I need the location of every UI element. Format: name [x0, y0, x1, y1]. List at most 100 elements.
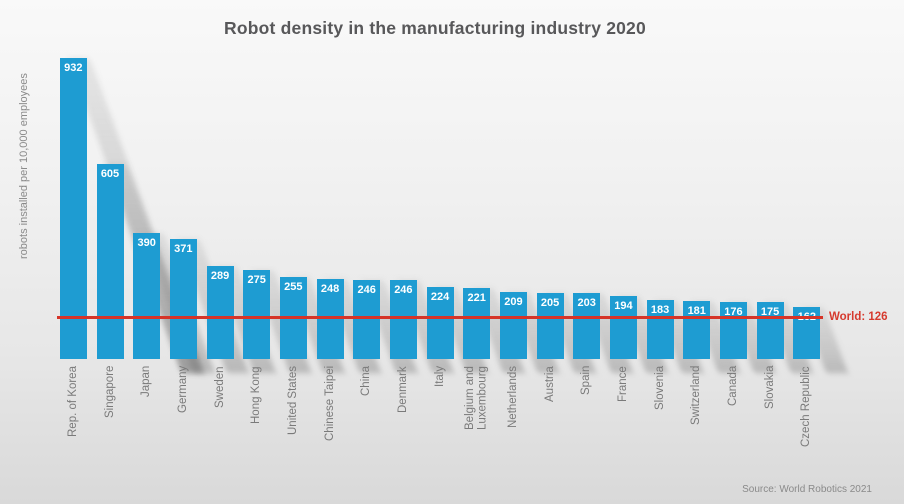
bar: 203: [573, 293, 601, 359]
bar: 246: [389, 280, 417, 359]
category-label: China: [360, 366, 373, 397]
bar-column: 181: [678, 58, 740, 373]
bar-column: 162: [788, 58, 848, 373]
category-slot: China: [348, 366, 385, 484]
category-label: Spain: [580, 366, 593, 396]
category-slot: Switzerland: [678, 366, 715, 484]
category-slot: Austria: [532, 366, 569, 484]
category-slot: Singapore: [92, 366, 129, 484]
bar-column: 224: [422, 58, 489, 373]
bar-value-label: 390: [137, 237, 156, 249]
category-slot: Canada: [715, 366, 752, 484]
category-slot: Hong Kong: [238, 366, 275, 484]
bar: 932: [59, 58, 87, 359]
category-slot: France: [605, 366, 642, 484]
category-slot: Spain: [568, 366, 605, 484]
category-slot: Germany: [165, 366, 202, 484]
category-label: Slovenia: [653, 366, 666, 411]
bar-value-label: 371: [174, 243, 193, 255]
bar-column: 205: [532, 58, 597, 373]
bar-column: 194: [605, 58, 669, 373]
source-credit: Source: World Robotics 2021: [742, 484, 872, 495]
bar: 275: [243, 270, 271, 359]
category-label: Italy: [433, 366, 446, 388]
bar-value-label: 255: [284, 281, 303, 293]
bar-column: 605: [92, 58, 204, 373]
bar: 209: [499, 292, 527, 359]
category-slot: Rep. of Korea: [55, 366, 92, 484]
category-slot: Slovakia: [752, 366, 789, 484]
bar-value-label: 205: [540, 297, 560, 309]
bar-value-label: 224: [430, 291, 450, 303]
category-slot: Slovenia: [642, 366, 679, 484]
category-label: Austria: [543, 366, 556, 402]
bar: 205: [536, 293, 564, 359]
category-label: Rep. of Korea: [67, 366, 80, 437]
category-label: Slovakia: [763, 366, 776, 410]
category-axis: Rep. of Korea Singapore Japan Germany Sweden…: [55, 366, 825, 484]
bar-value-label: 175: [760, 306, 780, 318]
bar-value-label: 289: [210, 270, 230, 282]
bar: 175: [756, 302, 784, 359]
bar-value-label: 932: [64, 62, 83, 74]
bar-column: 209: [495, 58, 560, 373]
bar: 246: [353, 280, 381, 359]
bar-column: 203: [568, 58, 633, 373]
bar-value-label: 246: [357, 284, 376, 296]
category-label: Czech Republic: [800, 366, 813, 447]
bar-value-label: 194: [614, 300, 633, 312]
bar-column: 175: [752, 58, 813, 373]
world-average-line: [57, 316, 823, 319]
category-label: Sweden: [213, 366, 226, 408]
bar-column: 246: [385, 58, 455, 373]
category-slot: Belgium and Luxembourg: [458, 366, 495, 484]
bar: 371: [169, 239, 197, 359]
category-label: Netherlands: [507, 366, 520, 429]
bar: 194: [609, 296, 637, 359]
bar-value-label: 183: [650, 304, 670, 316]
bar-value-label: 181: [687, 305, 706, 317]
bar: 248: [316, 279, 344, 359]
y-axis-label: robots installed per 10,000 employees: [18, 73, 30, 259]
bar-value-label: 176: [724, 306, 743, 318]
category-label: Denmark: [397, 366, 410, 413]
bar: 390: [133, 233, 161, 359]
category-label: Germany: [177, 366, 190, 414]
category-slot: Chinese Taipei: [312, 366, 349, 484]
bar: 183: [646, 300, 674, 359]
bar-value-label: 221: [467, 292, 486, 304]
bar-column: 221: [458, 58, 525, 373]
bar-column: 248: [312, 58, 382, 373]
category-slot: Denmark: [385, 366, 422, 484]
chart-title: Robot density in the manufacturing indus…: [224, 18, 646, 38]
category-slot: Sweden: [202, 366, 239, 484]
bar: 289: [206, 266, 234, 359]
bar-column: 176: [715, 58, 777, 373]
bar: 181: [683, 301, 711, 359]
bar-value-label: 248: [320, 283, 340, 295]
bar-column: 275: [238, 58, 312, 373]
bar-column: 289: [202, 58, 276, 373]
bar: 176: [719, 302, 747, 359]
bar-value-label: 605: [100, 168, 120, 180]
world-average-label: World: 126: [829, 311, 888, 323]
bar-value-label: 209: [504, 296, 523, 308]
bar-column: 255: [275, 58, 346, 373]
bar-value-label: 275: [247, 274, 266, 286]
category-label: Canada: [727, 366, 740, 407]
bar: 224: [426, 287, 454, 359]
category-slot: Japan: [128, 366, 165, 484]
category-slot: Italy: [422, 366, 459, 484]
bar: 162: [793, 307, 821, 359]
category-label: Hong Kong: [250, 366, 263, 424]
category-slot: Netherlands: [495, 366, 532, 484]
category-label: France: [617, 366, 630, 402]
bar: 605: [96, 164, 124, 359]
bar-column: 390: [128, 58, 215, 373]
category-label: United States: [287, 366, 300, 436]
category-slot: Czech Republic: [788, 366, 825, 484]
bar: 221: [463, 288, 491, 359]
bar-column: 183: [642, 58, 704, 373]
bar-column: 246: [348, 58, 418, 373]
